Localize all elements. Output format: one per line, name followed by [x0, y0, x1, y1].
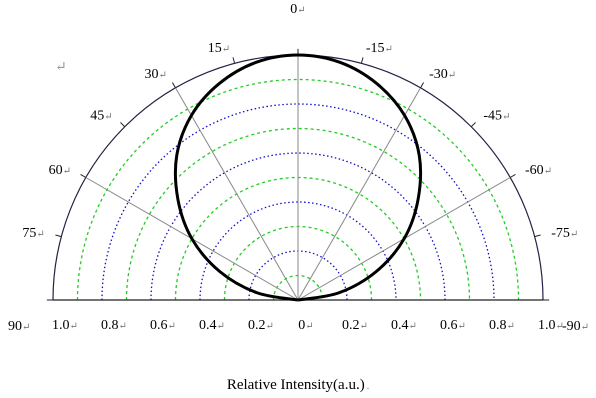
- line-end-mark: ↵: [385, 44, 393, 55]
- radial-label-left: 0.8↵: [101, 318, 127, 333]
- radial-label-left-text: 0.6: [150, 318, 168, 333]
- angle-label-text: 90: [8, 319, 22, 334]
- angle-tick-mark: [172, 82, 176, 89]
- line-end-mark: ↵: [222, 44, 230, 55]
- angle-label: 15↵: [208, 41, 230, 56]
- grid-spoke: [297, 87, 421, 301]
- angle-label: -90↵: [562, 319, 589, 334]
- line-end-mark: ↵: [458, 321, 466, 332]
- angle-tick-mark: [509, 174, 516, 178]
- angle-label: 60↵: [49, 163, 71, 178]
- angle-label: -15↵: [366, 41, 393, 56]
- angle-label: -45↵: [483, 109, 510, 124]
- intensity-curve-layer: [173, 53, 423, 302]
- angle-tick-mark: [534, 234, 541, 238]
- radial-label-left-text: 0.4: [199, 318, 217, 333]
- line-end-mark: ↵: [104, 112, 112, 123]
- angle-label: 30↵: [145, 67, 167, 82]
- tick-labels: 0↵15↵30↵45↵60↵75↵90↵-15↵-30↵-45↵-60↵-75↵…: [8, 2, 589, 334]
- radial-label-right: 1.0↵: [538, 318, 564, 333]
- line-end-mark: ↵: [159, 70, 167, 81]
- line-end-mark: ↵: [297, 5, 305, 16]
- radial-label-right: 0.6↵: [440, 318, 466, 333]
- angle-label-text: -15: [366, 41, 385, 56]
- angle-label-text: 45: [90, 109, 104, 124]
- angle-label: -30↵: [429, 67, 456, 82]
- line-end-mark: ↵: [305, 321, 313, 332]
- radial-label-right-text: 0.6: [440, 318, 458, 333]
- radial-label-right-text: 1.0: [538, 318, 556, 333]
- angle-label-text: 15: [208, 41, 222, 56]
- angle-tick-mark: [232, 57, 236, 64]
- radial-label-right: 0.4↵: [391, 318, 417, 333]
- radial-label-left: 0.2↵: [248, 318, 274, 333]
- line-end-mark: ↵: [119, 321, 127, 332]
- line-end-mark: ↵: [409, 321, 417, 332]
- grid-ring-blue: [199, 201, 397, 301]
- radial-label-right-text: 0.8: [489, 318, 507, 333]
- angle-label: -75↵: [551, 226, 578, 241]
- line-end-mark: ↵: [581, 322, 589, 333]
- angle-tick-mark: [80, 174, 87, 178]
- line-end-mark: ↵: [556, 321, 564, 332]
- paragraph-mark: ↵: [55, 60, 67, 75]
- radial-label-left: 0.6↵: [150, 318, 176, 333]
- line-end-mark: ↵: [502, 112, 510, 123]
- radial-label-left-text: 1.0: [52, 318, 70, 333]
- intensity-curve: [173, 53, 423, 302]
- angle-label-text: 30: [145, 67, 159, 82]
- radial-label-left: 0.4↵: [199, 318, 225, 333]
- angle-tick-mark: [55, 234, 62, 238]
- x-axis-label-suffix: .: [367, 381, 370, 392]
- angle-label-text: 75: [22, 226, 36, 241]
- x-axis-label: Relative Intensity(a.u.).: [227, 377, 369, 393]
- x-axis-label-text: Relative Intensity(a.u.): [227, 377, 365, 393]
- radial-label-right: 0.2↵: [342, 318, 368, 333]
- angle-label: 90↵: [8, 319, 30, 334]
- radial-label-left-text: 0.2: [248, 318, 266, 333]
- radial-label-left: 1.0↵: [52, 318, 78, 333]
- line-end-mark: ↵: [448, 70, 456, 81]
- line-end-mark: ↵: [63, 166, 71, 177]
- line-end-mark: ↵: [217, 321, 225, 332]
- angle-tick-mark: [360, 57, 364, 64]
- line-end-mark: ↵: [360, 321, 368, 332]
- angle-tick-mark: [120, 122, 126, 128]
- angle-label: -60↵: [525, 163, 552, 178]
- line-end-mark: ↵: [544, 166, 552, 177]
- line-end-mark: ↵: [36, 229, 44, 240]
- line-end-mark: ↵: [266, 321, 274, 332]
- radial-label-right-text: 0.2: [342, 318, 360, 333]
- radial-label-right: 0↵: [298, 318, 313, 333]
- angle-label-text: -45: [483, 109, 502, 124]
- radial-label-right-text: 0.4: [391, 318, 409, 333]
- angle-label: 45↵: [90, 109, 112, 124]
- line-end-mark: ↵: [22, 322, 30, 333]
- angle-label: 75↵: [22, 226, 44, 241]
- angle-label: 0↵: [290, 2, 305, 17]
- angle-label-text: 60: [49, 163, 63, 178]
- angle-label-text: 0: [290, 2, 297, 17]
- radial-label-right-text: 0: [298, 318, 305, 333]
- grid-spoke: [175, 87, 299, 301]
- angle-label-text: -75: [551, 226, 570, 241]
- line-end-mark: ↵: [70, 321, 78, 332]
- angle-label-text: -60: [525, 163, 544, 178]
- line-end-mark: ↵: [168, 321, 176, 332]
- grid-ring-blue: [101, 103, 495, 301]
- line-end-mark: ↵: [507, 321, 515, 332]
- polar-grid: [46, 48, 550, 301]
- angle-tick-mark: [470, 122, 476, 128]
- angle-label-text: -90: [562, 319, 581, 334]
- angle-tick-mark: [420, 82, 424, 89]
- line-end-mark: ↵: [570, 229, 578, 240]
- radial-label-left-text: 0.8: [101, 318, 119, 333]
- radial-label-right: 0.8↵: [489, 318, 515, 333]
- angle-label-text: -30: [429, 67, 448, 82]
